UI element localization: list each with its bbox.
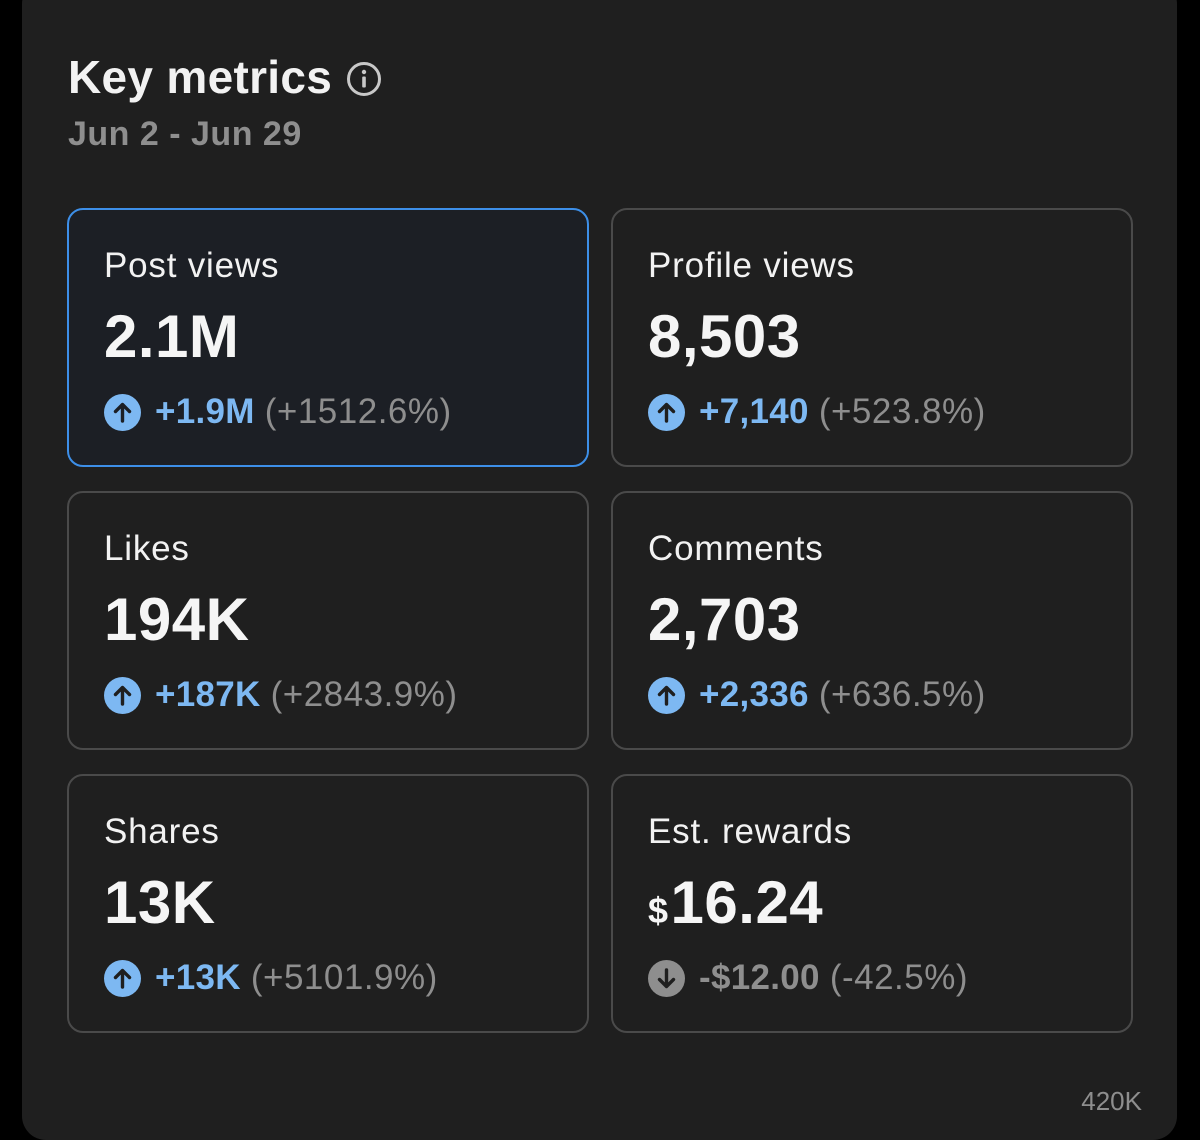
metric-change: +7,140 (+523.8%) <box>648 392 986 432</box>
arrow-up-circle-icon <box>104 393 141 431</box>
metric-change: +13K (+5101.9%) <box>104 958 438 998</box>
metric-card-est-rewards[interactable]: Est. rewards $16.24 -$12.00 (-42.5%) <box>611 774 1133 1033</box>
metric-value: 194K <box>104 586 250 653</box>
metric-percent: (+523.8%) <box>818 392 986 431</box>
arrow-up-circle-icon <box>104 959 141 997</box>
metric-change: +1.9M (+1512.6%) <box>104 392 452 432</box>
arrow-up-circle-icon <box>648 393 685 431</box>
metric-delta: -$12.00 <box>699 958 820 997</box>
metric-label: Est. rewards <box>648 812 853 851</box>
metric-percent: (+636.5%) <box>818 675 986 714</box>
page-title: Key metrics <box>68 51 333 103</box>
metric-label: Shares <box>104 812 220 851</box>
metric-label: Post views <box>104 246 280 285</box>
metric-value: 13K <box>104 869 216 936</box>
metrics-grid: Post views 2.1M +1.9M (+1512.6%) Profile… <box>67 208 1133 1033</box>
metric-delta: +2,336 <box>699 675 809 714</box>
metric-card-comments[interactable]: Comments 2,703 +2,336 (+636.5%) <box>611 491 1133 750</box>
chart-axis-label: 420K <box>1081 1086 1142 1116</box>
metric-value: 8,503 <box>648 303 801 370</box>
metric-card-shares[interactable]: Shares 13K +13K (+5101.9%) <box>67 774 589 1033</box>
metric-label: Comments <box>648 529 824 568</box>
metric-percent: (+5101.9%) <box>250 958 438 997</box>
metric-change: -$12.00 (-42.5%) <box>648 958 968 998</box>
date-range[interactable]: Jun 2 - Jun 29 <box>68 115 302 153</box>
metric-delta: +1.9M <box>155 392 255 431</box>
metric-value: 2,703 <box>648 586 801 653</box>
metric-label: Profile views <box>648 246 855 285</box>
metric-delta: +187K <box>155 675 261 714</box>
key-metrics-header: Key metrics <box>68 50 382 104</box>
metric-value-number: 16.24 <box>670 869 824 936</box>
info-icon[interactable] <box>346 61 382 97</box>
arrow-up-circle-icon <box>104 676 141 714</box>
metric-value: $16.24 <box>648 868 823 937</box>
metric-percent: (-42.5%) <box>829 958 969 997</box>
metric-card-profile-views[interactable]: Profile views 8,503 +7,140 (+523.8%) <box>611 208 1133 467</box>
metric-delta: +7,140 <box>699 392 809 431</box>
metric-card-likes[interactable]: Likes 194K +187K (+2843.9%) <box>67 491 589 750</box>
arrow-up-circle-icon <box>648 676 685 714</box>
metric-value: 2.1M <box>104 303 240 370</box>
metric-delta: +13K <box>155 958 241 997</box>
metric-card-post-views[interactable]: Post views 2.1M +1.9M (+1512.6%) <box>67 208 589 467</box>
metric-percent: (+2843.9%) <box>270 675 458 714</box>
arrow-down-circle-icon <box>648 959 685 997</box>
metric-change: +187K (+2843.9%) <box>104 675 458 715</box>
currency-symbol: $ <box>648 890 669 931</box>
metric-percent: (+1512.6%) <box>264 392 452 431</box>
metric-label: Likes <box>104 529 190 568</box>
metric-change: +2,336 (+636.5%) <box>648 675 986 715</box>
